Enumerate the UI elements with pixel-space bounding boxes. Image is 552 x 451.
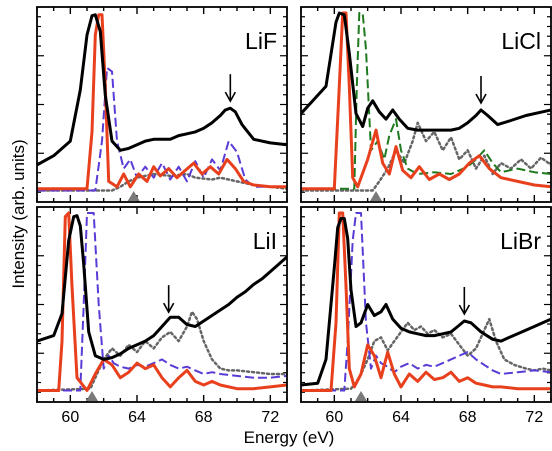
x-tick-label: 60 <box>325 409 343 426</box>
panel-label: LiI <box>253 228 277 254</box>
peak-arrow <box>475 75 487 105</box>
panel-frame <box>36 206 288 403</box>
series-red <box>301 211 551 392</box>
x-tick-label: 72 <box>525 409 543 426</box>
series-violet <box>37 66 287 192</box>
marker-triangle <box>370 191 382 201</box>
marker-triangle <box>355 391 367 401</box>
y-axis-label: Intensity (arb. units) <box>9 139 28 288</box>
panel-licl: LiCl <box>300 6 552 203</box>
panel-label: LiF <box>245 28 277 54</box>
x-tick-label: 68 <box>195 409 213 426</box>
series-black <box>301 11 551 132</box>
panel-frame <box>36 6 288 203</box>
series-black <box>301 217 551 387</box>
panel-frame <box>300 6 552 203</box>
panel-lif: LiF <box>36 6 288 203</box>
panel-label: LiBr <box>500 228 541 254</box>
series-green <box>301 12 551 190</box>
marker-triangle <box>127 191 140 201</box>
x-tick-label: 64 <box>392 409 410 426</box>
x-tick-label: 64 <box>128 409 146 426</box>
series-black <box>37 13 287 167</box>
panel-label: LiCl <box>501 28 541 54</box>
peak-arrow <box>458 286 471 316</box>
x-tick-label: 72 <box>261 409 279 426</box>
peak-arrow <box>224 74 237 103</box>
marker-triangle <box>86 391 98 401</box>
panel-frame <box>300 206 552 403</box>
series-black <box>37 214 287 361</box>
series-red <box>37 211 287 392</box>
series-violet <box>37 212 287 392</box>
x-tick-label: 68 <box>459 409 477 426</box>
x-axis-label: Energy (eV) <box>244 428 335 447</box>
series-gray <box>301 317 551 392</box>
series-gray <box>37 310 287 392</box>
series-violet <box>301 212 551 392</box>
peak-arrow <box>162 285 175 314</box>
panel-libr: LiBr 60 64 68 72 <box>300 206 552 426</box>
panel-lii: LiI 60 64 68 72 <box>36 206 288 426</box>
x-tick-label: 60 <box>61 409 79 426</box>
series-red <box>37 13 287 191</box>
